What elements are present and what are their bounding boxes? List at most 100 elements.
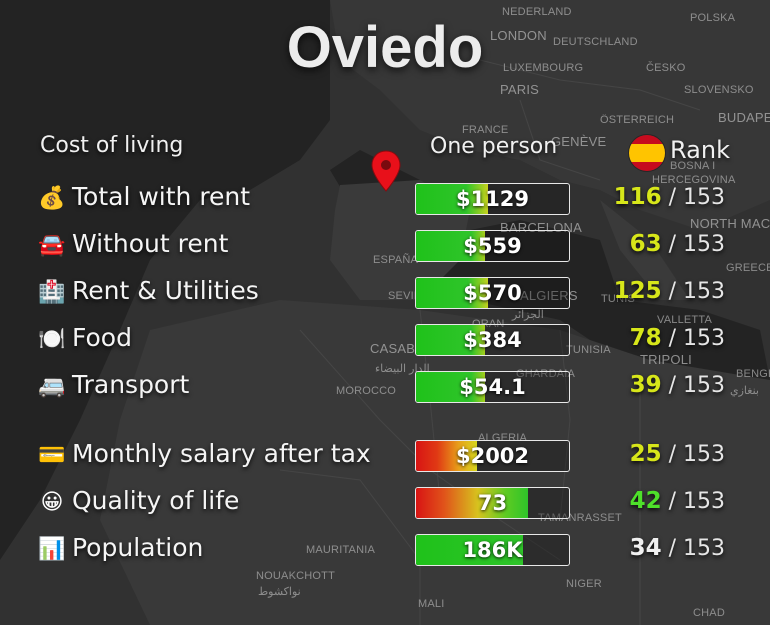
map-label: FRANCE — [462, 124, 509, 136]
rank-value: 34 / 153 — [630, 535, 725, 561]
stat-row: 🚐 Transport $54.1 39 / 153 — [0, 368, 770, 408]
page-title: Oviedo — [286, 15, 484, 80]
map-label: BARCELONA — [500, 220, 582, 235]
map-label: BOSNA I — [670, 160, 716, 172]
map-label: ALGIERS — [520, 288, 578, 303]
map-label: TUNISIA — [566, 344, 611, 356]
map-label: POLSKA — [690, 12, 736, 24]
rank-value: 125 / 153 — [614, 278, 725, 304]
stat-row: 😀 Quality of life 73 42 / 153 — [0, 484, 770, 524]
map-label: MAURITANIA — [306, 544, 376, 556]
stat-row: 🏥 Rent & Utilities $570 125 / 153 — [0, 274, 770, 314]
map-label: ÖSTERREICH — [600, 114, 675, 126]
map-label: SLOVENSKO — [684, 84, 754, 96]
value-bar: $559 — [415, 230, 570, 262]
map-label: HERCEGOVINA — [652, 174, 736, 186]
map-label: TRIPOLI — [640, 352, 692, 367]
value-bar-fill — [416, 441, 478, 471]
food-icon: 🍽️ — [38, 327, 66, 352]
value-bar: $1129 — [415, 183, 570, 215]
value-bar: 186K — [415, 534, 570, 566]
map-label: NORTH MACED — [690, 216, 770, 231]
value-text: $2002 — [455, 444, 530, 468]
value-bar-fill — [416, 372, 485, 402]
rank-total: 153 — [683, 232, 725, 257]
map-label: NOUAKCHOTT — [256, 570, 335, 582]
value-bar: 73 — [415, 487, 570, 519]
rank-separator: / — [661, 536, 683, 561]
map-label: NEDERLAND — [502, 6, 572, 18]
rank-number: 25 — [629, 441, 662, 467]
stat-row: 🍽️ Food $384 78 / 153 — [0, 321, 770, 361]
rank-total: 153 — [683, 279, 725, 304]
value-bar-fill — [416, 278, 488, 308]
rank-number: 125 — [613, 278, 662, 304]
rank-separator: / — [661, 442, 683, 467]
value-bar: $2002 — [415, 440, 570, 472]
stat-row: 📊 Population 186K 34 / 153 — [0, 531, 770, 571]
rank-number: 78 — [629, 325, 662, 351]
map-label: GENÈVE — [551, 134, 607, 149]
rank-total: 153 — [683, 326, 725, 351]
map-label: ESPAÑA — [373, 254, 419, 266]
money-bag-icon: 💰 — [38, 186, 66, 211]
stat-row: 💰 Total with rent $1129 116 / 153 — [0, 180, 770, 220]
rank-number: 39 — [629, 372, 662, 398]
rank-value: 116 / 153 — [614, 184, 725, 210]
value-text: $570 — [463, 281, 522, 305]
map-label: TUNIS — [601, 293, 635, 305]
map-label: DEUTSCHLAND — [553, 36, 638, 48]
location-pin-icon — [371, 150, 401, 192]
credit-card-icon: 💳 — [38, 443, 66, 468]
rank-number: 42 — [629, 488, 662, 514]
value-bar-fill — [416, 488, 528, 518]
map-label: ČESKO — [646, 62, 686, 74]
rank-total: 153 — [683, 536, 725, 561]
stat-label: Total with rent — [72, 182, 251, 211]
value-bar: $570 — [415, 277, 570, 309]
value-text: 186K — [462, 538, 523, 562]
value-bar-fill — [416, 325, 485, 355]
map-label: PARIS — [500, 82, 540, 97]
rank-separator: / — [661, 185, 683, 210]
stat-label: Population — [72, 533, 204, 562]
smiley-icon: 😀 — [40, 490, 64, 515]
map-label: NIGER — [566, 578, 602, 590]
value-text: $559 — [463, 234, 522, 258]
stat-label: Food — [72, 323, 132, 352]
rank-number: 63 — [629, 231, 662, 257]
rank-total: 153 — [683, 442, 725, 467]
rank-total: 153 — [683, 185, 725, 210]
value-header: One person — [430, 134, 558, 159]
stat-label: Monthly salary after tax — [72, 439, 371, 468]
map-label: BUDAPE — [718, 110, 770, 125]
map-label: BENGHA — [736, 368, 770, 380]
map-label: ALGERIA — [478, 432, 528, 444]
map-label: الجزائر — [512, 309, 544, 321]
value-text: $1129 — [455, 187, 530, 211]
value-text: $384 — [463, 328, 522, 352]
stat-label: Quality of life — [72, 486, 240, 515]
rank-value: 42 / 153 — [630, 488, 725, 514]
value-bar: $384 — [415, 324, 570, 356]
rank-separator: / — [661, 279, 683, 304]
van-icon: 🚐 — [38, 374, 66, 399]
rank-header: Rank — [670, 136, 730, 164]
car-icon: 🚘 — [38, 233, 66, 258]
rank-number: 34 — [629, 535, 662, 561]
map-label: LONDON — [490, 28, 547, 43]
rank-value: 78 / 153 — [630, 325, 725, 351]
stat-row: 💳 Monthly salary after tax $2002 25 / 153 — [0, 437, 770, 477]
rank-total: 153 — [683, 489, 725, 514]
map-label: MOROCCO — [336, 385, 397, 397]
stat-label: Rent & Utilities — [72, 276, 259, 305]
map-label: بنغازي — [730, 385, 759, 397]
map-label: CHAD — [693, 607, 725, 619]
value-text: 73 — [477, 491, 508, 515]
value-bar-fill — [416, 231, 485, 261]
rank-separator: / — [661, 489, 683, 514]
rank-total: 153 — [683, 373, 725, 398]
map-label: VALLETTA — [657, 314, 712, 326]
value-text: $54.1 — [459, 375, 526, 399]
